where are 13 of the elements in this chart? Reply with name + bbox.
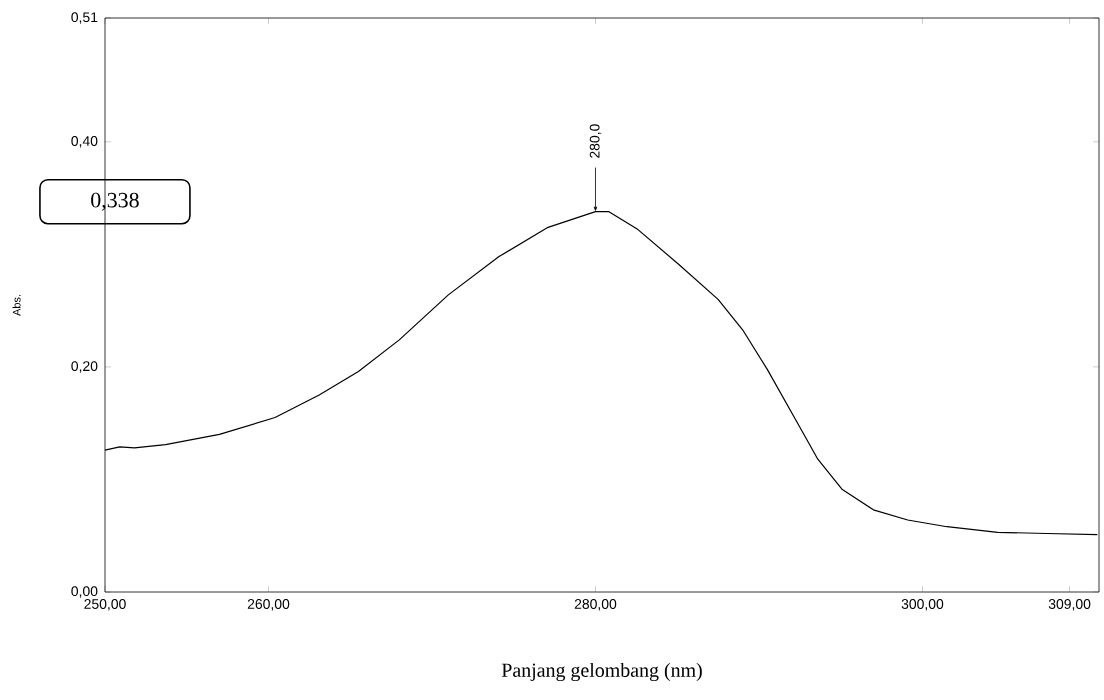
y-axis-title: Abs. — [12, 295, 21, 316]
x-tick-label: 280,00 — [574, 599, 617, 611]
y-tick-label: 0,40 — [71, 136, 98, 148]
x-tick-label: 300,00 — [901, 599, 944, 611]
x-tick-label: 250,00 — [84, 599, 126, 611]
x-axis-title: Panjang gelombang (nm) — [501, 662, 702, 682]
y-tick-label: 0,51 — [71, 12, 98, 24]
annotation: 0,338 — [91, 192, 139, 211]
x-tick-label: 309,00 — [1048, 599, 1091, 611]
x-tick-label: 260,00 — [247, 599, 290, 611]
y-tick-label: 0,20 — [71, 361, 98, 373]
y-tick-label: 0,00 — [71, 586, 98, 598]
annotation: 280,0 — [589, 124, 602, 158]
